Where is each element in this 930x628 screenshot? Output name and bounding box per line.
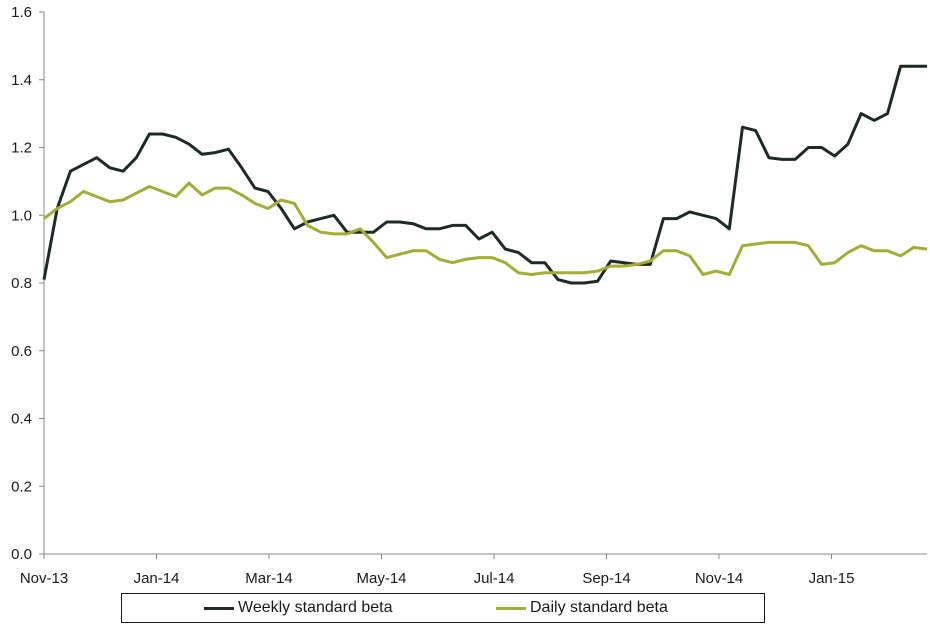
y-tick-label: 0.2	[11, 478, 32, 495]
y-tick-label: 1.0	[11, 207, 32, 224]
y-tick-label: 0.0	[11, 546, 32, 563]
x-tick-label: Mar-14	[245, 570, 293, 587]
y-tick-label: 0.4	[11, 411, 32, 428]
legend-swatch-daily	[496, 606, 526, 610]
series-layer	[42, 64, 928, 285]
x-tick-label: Nov-14	[695, 570, 743, 587]
legend-label-daily: Daily standard beta	[530, 599, 668, 616]
series-line-daily	[43, 181, 928, 276]
x-tick-label: Sep-14	[582, 570, 630, 587]
legend: Weekly standard beta Daily standard beta	[121, 593, 765, 623]
axes	[43, 12, 927, 555]
y-tick-label: 0.6	[11, 343, 32, 360]
y-tick-label: 1.2	[11, 140, 32, 157]
x-ticks: Nov-13 Jan-14 Mar-14 May-14 Jul-14 Sep-14 Nov-…	[20, 554, 855, 587]
legend-swatch-weekly	[204, 606, 234, 610]
legend-item-weekly: Weekly standard beta	[204, 599, 392, 617]
y-tick-label: 1.6	[11, 4, 32, 21]
x-tick-label: Jul-14	[474, 570, 515, 587]
x-tick-label: May-14	[356, 570, 406, 587]
y-ticks: 0.0 0.2 0.4 0.6 0.8 1.0 1.2 1.4 1.6	[11, 4, 44, 563]
y-tick-label: 0.8	[11, 275, 32, 292]
legend-label-weekly: Weekly standard beta	[238, 599, 393, 616]
x-tick-label: Nov-13	[20, 570, 68, 587]
y-tick-label: 1.4	[11, 72, 32, 89]
x-tick-label: Jan-14	[134, 570, 180, 587]
legend-item-daily: Daily standard beta	[496, 599, 668, 617]
series-line-weekly	[42, 64, 927, 285]
x-tick-label: Jan-15	[809, 570, 855, 587]
